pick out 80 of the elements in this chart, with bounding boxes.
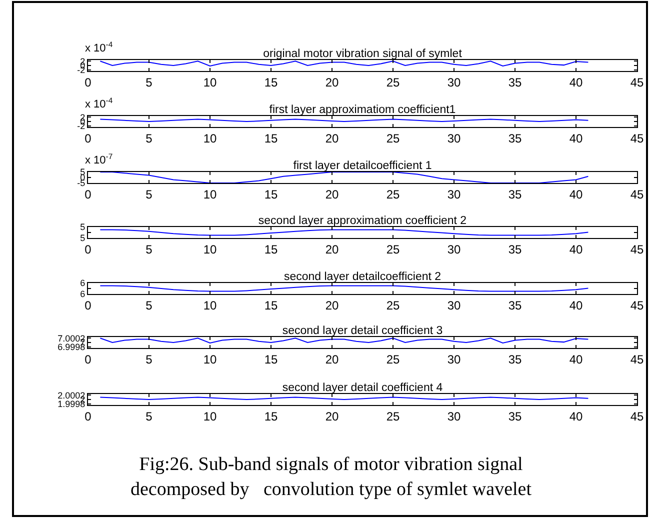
x-tick-label: 5 — [146, 75, 153, 90]
x-tick-label: 45 — [630, 409, 644, 424]
x-tick-label: 30 — [447, 75, 461, 90]
x-tick-label: 25 — [386, 298, 400, 312]
x-tick-label: 20 — [325, 352, 339, 366]
x-tick-label: 20 — [325, 75, 339, 90]
x-tick-label: 35 — [508, 131, 522, 146]
y-tick-label: 6 — [80, 278, 86, 288]
x-tick-label: 35 — [508, 352, 522, 366]
line-series — [100, 172, 589, 183]
x-tick-label: 30 — [447, 131, 461, 146]
x-tick-label: 5 — [146, 242, 153, 256]
x-tick-label: 15 — [264, 409, 278, 424]
chart-title: first layer approximatiom coefficient1 — [269, 104, 456, 116]
x-tick-label: 30 — [447, 298, 461, 312]
x-tick-label: 5 — [146, 409, 153, 424]
x-tick-label: 15 — [264, 242, 278, 256]
x-tick-label: 5 — [146, 352, 153, 366]
chart-title: second layer detailcoefficient 2 — [284, 271, 442, 283]
x-tick-label: 30 — [447, 352, 461, 366]
x-tick-label: 25 — [386, 187, 400, 202]
x-tick-label: 15 — [264, 298, 278, 312]
x-tick-label: 15 — [264, 131, 278, 146]
x-tick-label: 20 — [325, 298, 339, 312]
x-tick-label: 20 — [325, 242, 339, 256]
chart-title: original motor vibration signal of symlet — [263, 48, 463, 60]
x-tick-label: 45 — [630, 75, 644, 90]
y-tick-label: -5 — [77, 178, 86, 188]
x-tick-label: 45 — [630, 187, 644, 202]
x-tick-label: 10 — [203, 187, 217, 202]
x-tick-label: 25 — [386, 131, 400, 146]
x-tick-label: 35 — [508, 75, 522, 90]
y-axis-title: x 10$^{-4}$ — [85, 40, 114, 55]
x-tick-label: 35 — [508, 409, 522, 424]
x-tick-label: 10 — [203, 75, 217, 90]
x-tick-label: 5 — [146, 298, 153, 312]
x-tick-label: 5 — [146, 187, 153, 202]
x-tick-label: 45 — [630, 242, 644, 256]
y-axis-title: x 10$^{-4}$ — [85, 96, 114, 111]
x-tick-label: 40 — [569, 409, 583, 424]
x-tick-label: 40 — [569, 242, 583, 256]
x-tick-label: 30 — [447, 409, 461, 424]
chart-title: second layer detail coefficient 3 — [282, 325, 443, 337]
y-tick-label: 5 — [80, 222, 86, 232]
y-axis-title: x 10$^{-7}$ — [85, 152, 113, 167]
x-tick-label: 15 — [264, 75, 278, 90]
x-tick-label: 20 — [325, 409, 339, 424]
x-tick-label: 10 — [203, 352, 217, 366]
x-tick-label: 25 — [386, 75, 400, 90]
x-tick-label: 40 — [569, 131, 583, 146]
x-tick-label: 10 — [203, 242, 217, 256]
y-tick-label: 6 — [80, 289, 86, 300]
x-tick-label: 45 — [630, 131, 644, 146]
chart-title: second layer approximatiom coefficient 2 — [258, 215, 467, 227]
x-tick-label: 35 — [508, 242, 522, 256]
y-tick-label: 5 — [80, 233, 86, 244]
x-tick-label: 5 — [146, 131, 153, 146]
x-tick-label: 10 — [203, 298, 217, 312]
x-tick-label: 35 — [508, 298, 522, 312]
chart-title: first layer detailcoefficient 1 — [293, 160, 432, 172]
x-tick-label: 40 — [569, 298, 583, 312]
x-tick-label: 10 — [203, 409, 217, 424]
x-tick-label: 20 — [325, 187, 339, 202]
x-tick-label: 30 — [447, 187, 461, 202]
x-tick-label: 45 — [630, 352, 644, 366]
chart-title: second layer detail coefficient 4 — [282, 382, 444, 394]
x-tick-label: 30 — [447, 242, 461, 256]
x-tick-label: 15 — [264, 187, 278, 202]
x-tick-label: 40 — [569, 187, 583, 202]
x-tick-label: 40 — [569, 75, 583, 90]
x-tick-label: 35 — [508, 187, 522, 202]
text: Fig:26. Sub-band signals of motor vibration signal decomposed by convolution type of symlet wavelet — [129, 453, 533, 502]
x-tick-label: 25 — [386, 352, 400, 366]
x-tick-label: 25 — [386, 242, 400, 256]
x-tick-label: 45 — [630, 298, 644, 312]
x-tick-label: 25 — [386, 409, 400, 424]
x-tick-label: 15 — [264, 352, 278, 366]
x-tick-label: 10 — [203, 131, 217, 146]
x-tick-label: 20 — [325, 131, 339, 146]
x-tick-label: 40 — [569, 352, 583, 366]
